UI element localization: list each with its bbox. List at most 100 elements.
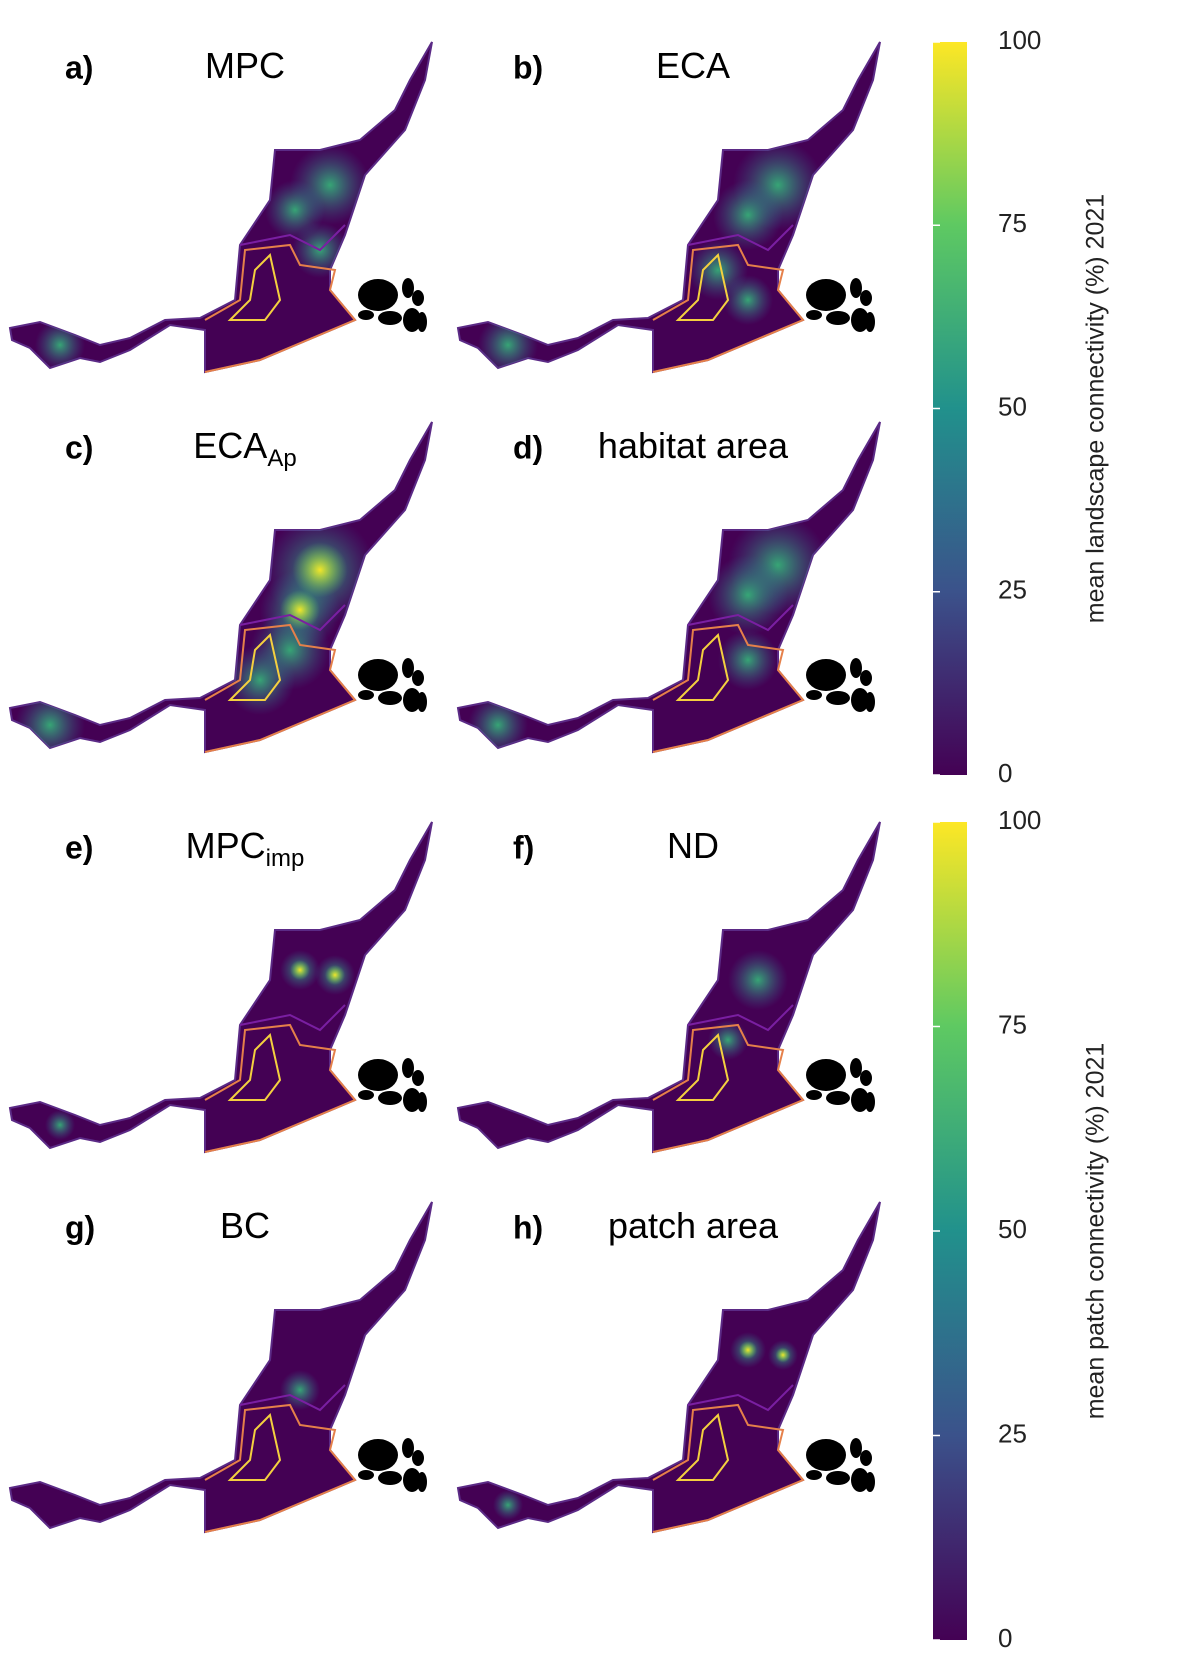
title-text: habitat area (598, 425, 789, 466)
core-boundary (675, 1413, 730, 1481)
map-panel: b) ECA (456, 41, 881, 374)
silhouette (417, 1092, 427, 1112)
silhouette (402, 658, 414, 678)
panel-label: e) (65, 829, 93, 865)
core-boundary (227, 1033, 282, 1101)
colorbar-tick-label: 75 (998, 1009, 1027, 1039)
silhouette (826, 1091, 850, 1105)
connectivity-blob (713, 180, 783, 250)
connectivity-blob (45, 1110, 75, 1140)
silhouette (402, 1438, 414, 1458)
admin-boundary (687, 1004, 794, 1032)
map-panel: f) ND (456, 821, 881, 1154)
colorbar-label: mean landscape connectivity (%) 2021 (1082, 194, 1110, 623)
panel-label: f) (513, 829, 534, 865)
silhouette (851, 308, 869, 332)
silhouette (850, 1058, 862, 1078)
species-icon (806, 1438, 875, 1492)
panel-label: g) (65, 1209, 95, 1245)
connectivity-pattern (478, 140, 823, 372)
silhouette (417, 312, 427, 332)
admin-boundary (687, 604, 794, 632)
connectivity-blob (15, 690, 85, 752)
park-boundary (652, 1403, 805, 1533)
connectivity-blob (478, 315, 538, 372)
silhouette (806, 1470, 822, 1480)
silhouette (412, 290, 424, 306)
silhouette (378, 691, 402, 705)
core-boundary (675, 253, 730, 321)
colorbar-tick-label: 0 (998, 758, 1012, 788)
colorbar-tick-label: 25 (998, 575, 1027, 605)
silhouette (403, 308, 421, 332)
silhouette (850, 278, 862, 298)
connectivity-hotspot (775, 1347, 791, 1363)
map-panel: e) MPCimp (8, 821, 433, 1154)
core-boundary (675, 1033, 730, 1101)
silhouette (850, 658, 862, 678)
title-text: MPC (186, 825, 266, 866)
connectivity-pattern (15, 515, 375, 752)
title-text: BC (220, 1205, 270, 1246)
admin-boundary (239, 1004, 346, 1032)
panel-title: ND (667, 825, 719, 866)
silhouette (358, 1090, 374, 1100)
connectivity-blob (728, 950, 788, 1010)
park-boundary (204, 1023, 357, 1153)
colorbar-tick-label: 100 (998, 805, 1041, 835)
connectivity-blob (35, 320, 85, 370)
species-icon (806, 1058, 875, 1112)
silhouette (865, 692, 875, 712)
connectivity-pattern (35, 145, 370, 370)
map-panel: a) MPC (8, 41, 433, 374)
silhouette (417, 692, 427, 712)
title-text: MPC (205, 45, 285, 86)
region-map (456, 821, 881, 1154)
connectivity-pattern (708, 950, 788, 1060)
region-map (8, 1201, 433, 1534)
title-text: ND (667, 825, 719, 866)
region-map (456, 421, 881, 754)
panel-label: c) (65, 429, 93, 465)
silhouette (806, 1090, 822, 1100)
silhouette (860, 1450, 872, 1466)
species-icon (358, 278, 427, 332)
silhouette (851, 1088, 869, 1112)
silhouette (860, 1070, 872, 1086)
map-panel: d) habitat area (456, 421, 881, 754)
map-panel: g) BC (8, 1201, 433, 1534)
region-map (456, 41, 881, 374)
title-subscript: Ap (267, 445, 296, 472)
silhouette (402, 1058, 414, 1078)
connectivity-hotspot (739, 1341, 757, 1359)
silhouette (826, 1471, 850, 1485)
park-boundary (652, 243, 805, 373)
silhouette (860, 670, 872, 686)
connectivity-pattern (45, 950, 355, 1140)
silhouette (860, 290, 872, 306)
silhouette (826, 311, 850, 325)
silhouette (402, 278, 414, 298)
connectivity-blob (280, 1370, 320, 1410)
silhouette (806, 659, 846, 691)
species-icon (358, 658, 427, 712)
species-icon (806, 658, 875, 712)
park-boundary (204, 243, 357, 373)
silhouette (806, 310, 822, 320)
colorbar-tick-label: 50 (998, 391, 1027, 421)
silhouette (806, 1059, 846, 1091)
panel-title: habitat area (598, 425, 789, 466)
silhouette (850, 1438, 862, 1458)
silhouette (403, 1088, 421, 1112)
silhouette (378, 311, 402, 325)
silhouette (378, 1091, 402, 1105)
region-map (456, 1201, 881, 1534)
connectivity-pattern (493, 1332, 798, 1520)
silhouette (806, 1439, 846, 1471)
panel-title: MPCimp (186, 825, 305, 873)
colorbar-label: mean patch connectivity (%) 2021 (1082, 1043, 1110, 1420)
silhouette (378, 1471, 402, 1485)
park-boundary (204, 1403, 357, 1533)
silhouette (358, 659, 398, 691)
